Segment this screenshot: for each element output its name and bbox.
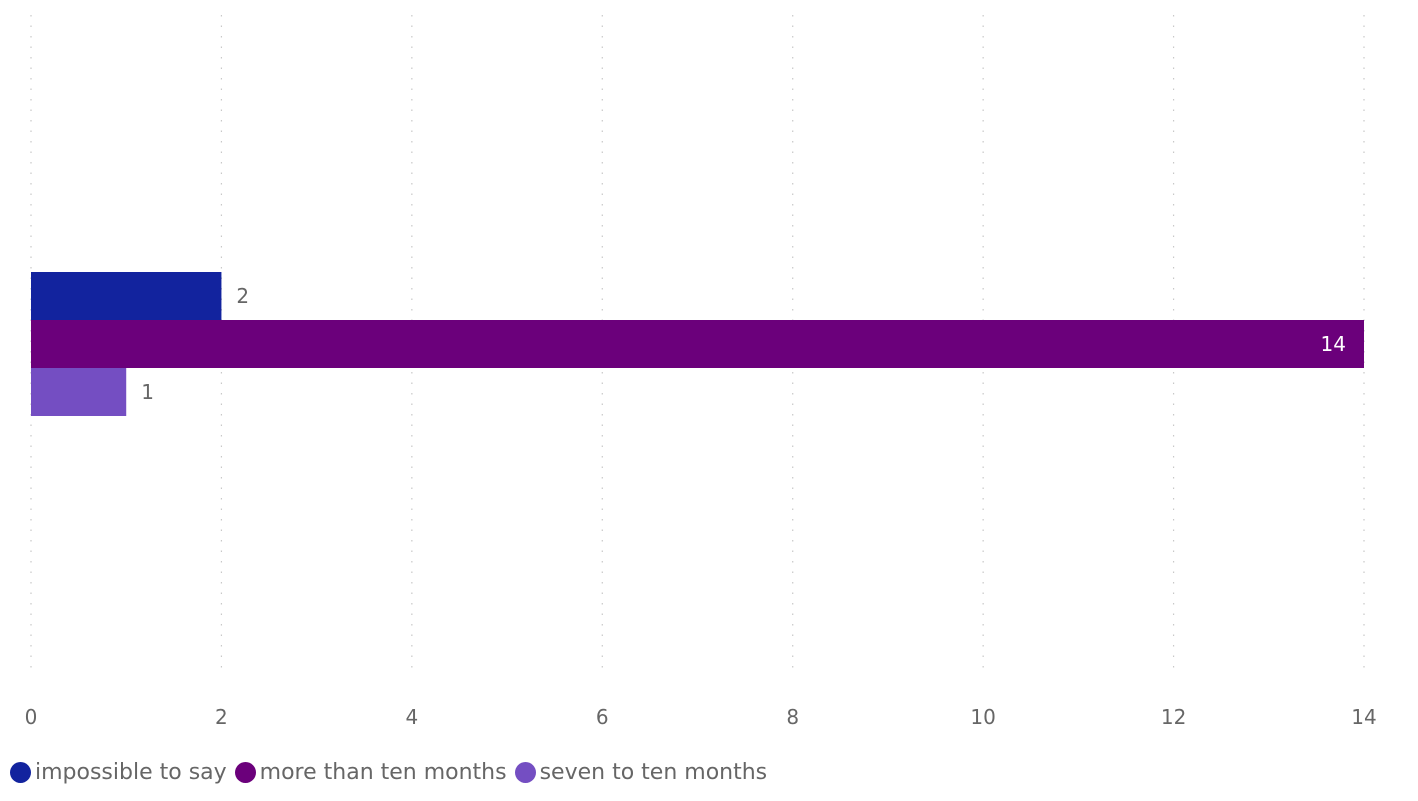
bar-2 [31, 368, 127, 416]
x-tick-label-1: 2 [215, 705, 228, 729]
x-tick-label-3: 6 [596, 705, 609, 729]
legend: impossible to say more than ten months sev… [10, 760, 775, 785]
x-tick-label-4: 8 [786, 705, 799, 729]
legend-label: impossible to say [35, 760, 227, 785]
legend-label: more than ten months [259, 760, 507, 785]
legend-marker-icon [10, 762, 31, 783]
x-tick-label-5: 10 [970, 705, 995, 729]
x-tick-label-7: 14 [1351, 705, 1376, 729]
bar-0 [31, 272, 222, 320]
legend-item-2[interactable]: seven to ten months [514, 760, 768, 785]
bar-1 [31, 320, 1364, 368]
x-tick-label-0: 0 [25, 705, 38, 729]
legend-marker-icon [514, 762, 536, 783]
data-label-0: 2 [236, 284, 249, 308]
bar-chart-svg: 0 2 4 6 8 10 12 14 2 14 1 [25, 15, 1377, 729]
x-tick-label-6: 12 [1161, 705, 1186, 729]
legend-marker-icon [234, 762, 256, 783]
legend-item-1[interactable]: more than ten months [234, 760, 507, 785]
x-tick-label-2: 4 [405, 705, 418, 729]
legend-label: seven to ten months [539, 760, 768, 785]
data-label-1: 14 [1321, 332, 1346, 356]
data-label-2: 1 [141, 380, 154, 404]
legend-item-0[interactable]: impossible to say [10, 760, 227, 785]
